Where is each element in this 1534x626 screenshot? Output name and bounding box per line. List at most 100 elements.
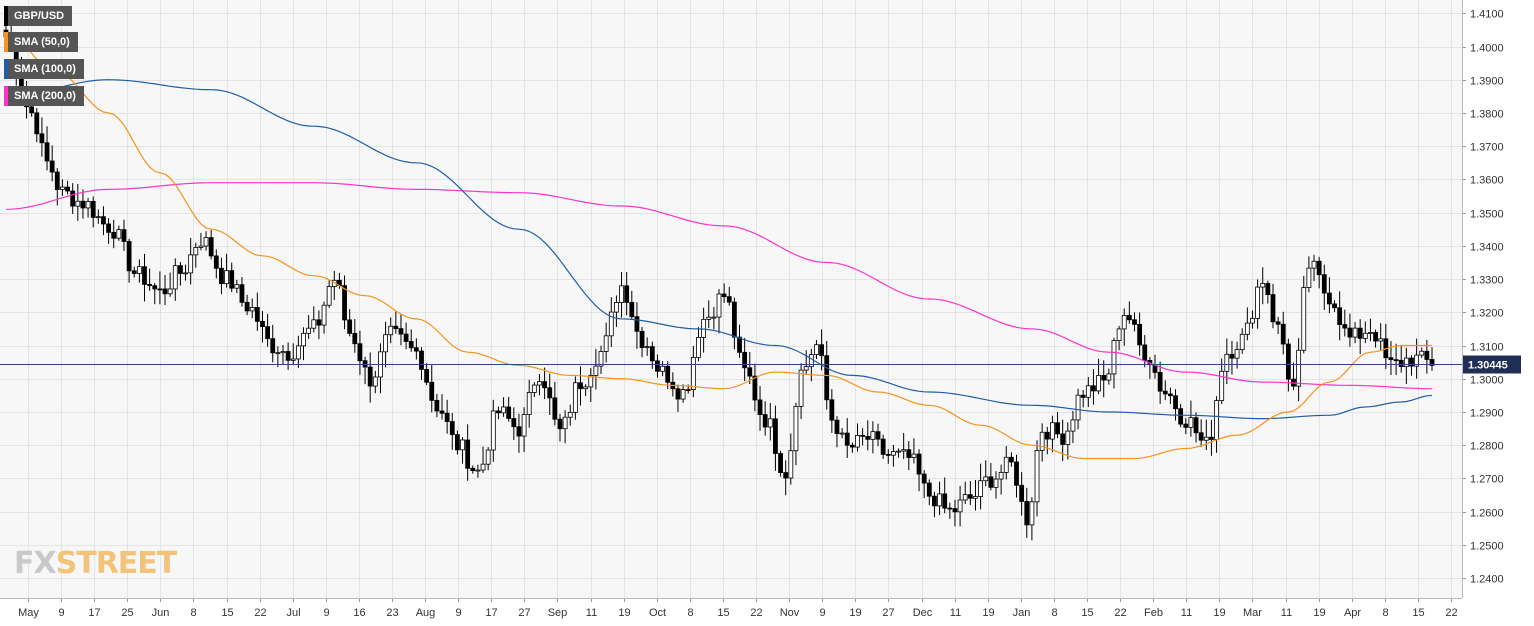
candle-body — [260, 320, 265, 327]
candle-body — [398, 328, 404, 335]
candle-body — [521, 414, 527, 437]
candle-body — [1157, 371, 1163, 392]
candle-body — [906, 449, 912, 458]
candle-body — [172, 265, 178, 290]
candle-body — [1311, 260, 1317, 269]
candle-body — [342, 285, 347, 321]
x-tick-label: 16 — [353, 607, 365, 619]
candle-body — [1044, 431, 1050, 440]
candle-body — [403, 333, 409, 342]
candle-body — [793, 405, 799, 452]
x-tick-label: 19 — [618, 607, 630, 619]
candle-body — [572, 382, 578, 413]
candle-body — [901, 449, 907, 452]
candle-body — [578, 382, 583, 390]
candle-body — [1116, 328, 1122, 341]
candle-body — [460, 439, 465, 451]
candle-body — [660, 365, 665, 372]
candle-body — [855, 435, 860, 448]
candle-body — [224, 270, 229, 285]
candle-body — [1270, 294, 1276, 323]
candle-body — [1126, 314, 1132, 321]
candle-body — [716, 293, 722, 318]
x-tick-label: 27 — [882, 607, 894, 619]
candle-body — [142, 266, 147, 285]
candle-body — [875, 431, 881, 440]
legend-symbol-label: GBP/USD — [8, 6, 73, 26]
candle-body — [542, 381, 547, 389]
candle-body — [413, 347, 419, 352]
candle-body — [891, 451, 896, 456]
y-tick-label: 1.3000 — [1470, 375, 1504, 387]
candle-body — [198, 245, 204, 248]
candle-body — [978, 480, 984, 497]
candle-body — [1162, 390, 1168, 395]
x-tick-label: Nov — [780, 607, 800, 619]
legend-sma-100-swatch — [4, 59, 8, 79]
candle-body — [357, 343, 363, 362]
candle-body — [690, 357, 696, 390]
candle-body — [624, 285, 630, 303]
x-tick-label: 9 — [455, 607, 461, 619]
candle-body — [131, 270, 137, 274]
candle-body — [111, 231, 117, 239]
candle-body — [1285, 343, 1291, 380]
candle-body — [1250, 317, 1255, 324]
candle-body — [193, 247, 199, 256]
current-price-tag — [1463, 355, 1521, 374]
candle-body — [183, 272, 188, 275]
sma-100-line — [5, 79, 1433, 420]
candle-body — [983, 476, 989, 482]
x-tick-label: 17 — [88, 607, 100, 619]
candle-body — [552, 397, 558, 420]
candle-body — [1321, 274, 1327, 294]
candle-body — [39, 133, 45, 144]
x-tick-label: 8 — [190, 607, 196, 619]
candle-body — [1419, 350, 1425, 356]
candle-body — [1142, 344, 1148, 361]
candle-body — [1085, 385, 1091, 398]
candle-body — [737, 336, 742, 353]
candle-body — [1091, 385, 1096, 392]
candle-body — [270, 338, 276, 354]
candle-body — [1008, 456, 1014, 463]
candle-body — [885, 453, 891, 456]
candle-body — [265, 326, 271, 340]
candle-body — [547, 387, 553, 399]
candle-body — [1378, 338, 1384, 342]
x-tick-label: Sep — [548, 607, 568, 619]
candle-body — [1368, 332, 1373, 334]
candle-body — [470, 467, 476, 472]
candle-body — [454, 434, 460, 451]
candle-body — [947, 507, 953, 510]
candle-body — [306, 327, 312, 334]
candle-body — [1050, 422, 1055, 440]
candle-body — [465, 439, 471, 469]
candle-body — [1065, 430, 1071, 445]
x-tick-label: 22 — [750, 607, 762, 619]
candle-body — [480, 463, 486, 471]
candle-body — [352, 333, 358, 345]
candle-body — [239, 284, 245, 303]
x-tick-label: Dec — [913, 607, 933, 619]
candle-body — [367, 366, 373, 387]
candle-body — [434, 399, 440, 412]
candle-body — [60, 186, 65, 190]
candle-body — [208, 237, 214, 257]
candle-body — [372, 376, 378, 387]
candle-body — [157, 288, 163, 291]
candle-body — [444, 412, 450, 422]
candle-body — [598, 351, 604, 367]
candle-body — [152, 285, 158, 290]
candle-body — [1183, 423, 1189, 428]
candle-body — [675, 388, 681, 400]
candle-body — [993, 478, 999, 488]
candle-body — [70, 190, 76, 207]
current-price-label: 1.30445 — [1468, 360, 1508, 372]
x-tick-label: 19 — [982, 607, 994, 619]
candle-body — [408, 341, 414, 349]
candle-body — [249, 306, 255, 312]
candle-body — [834, 419, 840, 435]
y-tick-label: 1.3500 — [1470, 209, 1504, 221]
y-tick-label: 1.2400 — [1470, 574, 1504, 586]
